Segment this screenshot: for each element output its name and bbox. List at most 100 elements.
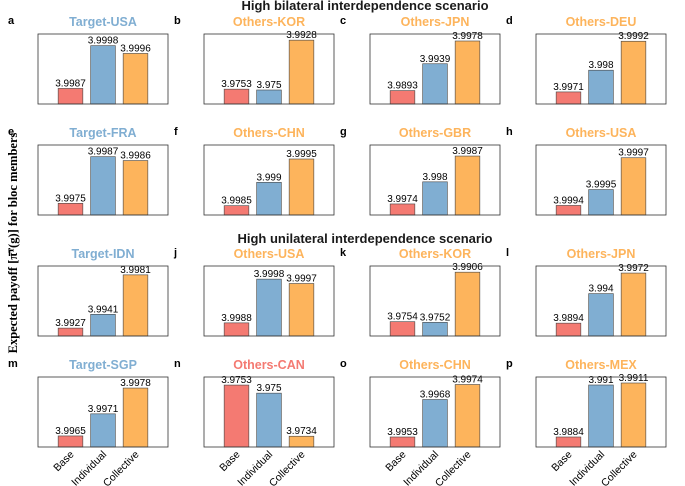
panel-title: Others-MEX: [565, 358, 637, 372]
panel-b: b Others-KOR 3.9753 3.975 3.9928: [174, 15, 335, 105]
panel-letter: k: [340, 247, 347, 259]
panel-title: Target-USA: [69, 15, 137, 29]
bar-base: [223, 205, 250, 216]
bar-collective: [454, 271, 481, 337]
bar-individual: [90, 156, 116, 216]
bar-value-label: 3.9974: [387, 194, 418, 205]
bar-collective: [454, 155, 481, 216]
bar-value-label: 3.9971: [553, 82, 584, 93]
bar-individual: [422, 181, 448, 216]
panel-letter: l: [506, 247, 509, 259]
panel-axes-frame: [37, 33, 169, 105]
scenario-title-bilateral: High bilateral interdependence scenario: [241, 0, 488, 13]
bar-value-label: 3.9975: [55, 193, 86, 204]
bar-collective: [620, 382, 647, 448]
bar-value-label: 3.9986: [120, 151, 151, 162]
bar-value-label: 3.9987: [88, 147, 119, 158]
bar-value-label: 3.9972: [618, 263, 649, 274]
bar-value-label: 3.9906: [452, 262, 483, 273]
bar-collective: [122, 274, 149, 337]
bar-base: [223, 384, 250, 448]
bar-individual: [588, 189, 614, 216]
bar-value-label: 3.9734: [286, 426, 317, 437]
bar-value-label: 3.991: [588, 375, 613, 386]
panel-letter: d: [506, 15, 513, 27]
panel-g: g Others-GBR 3.9974 3.998 3.9987: [340, 126, 501, 216]
panel-letter: i: [8, 247, 11, 259]
bar-collective: [620, 157, 647, 216]
bar-individual: [256, 182, 282, 216]
bar-value-label: 3.9968: [420, 390, 451, 401]
bar-value-label: 3.998: [588, 60, 613, 71]
bar-collective: [122, 53, 149, 105]
bar-individual: [90, 314, 116, 337]
bar-individual: [422, 322, 448, 337]
bar-value-label: 3.998: [422, 172, 447, 183]
panel-letter: p: [506, 358, 513, 370]
bar-value-label: 3.999: [256, 172, 281, 183]
panel-letter: g: [340, 126, 347, 138]
x-tick-label: Base: [549, 449, 575, 475]
x-tick-label: Collective: [433, 449, 474, 486]
bar-value-label: 3.9928: [286, 30, 317, 41]
bar-value-label: 3.9911: [619, 373, 649, 384]
bar-collective: [288, 435, 315, 448]
bar-value-label: 3.975: [256, 383, 281, 394]
panel-l: l Others-JPN 3.9894 3.994 3.9972: [506, 247, 667, 337]
panel-letter: e: [8, 126, 14, 138]
panel-axes-frame: [203, 376, 335, 448]
bar-value-label: 3.9965: [55, 426, 86, 437]
bar-value-label: 3.9981: [120, 265, 151, 276]
x-tick-label: Base: [217, 449, 243, 475]
panel-j: j Others-USA 3.9988 3.9998 3.9997: [173, 247, 335, 337]
bar-base: [57, 327, 84, 337]
bar-value-label: 3.975: [256, 80, 281, 91]
panel-axes-frame: [369, 265, 501, 337]
bar-value-label: 3.9939: [420, 54, 451, 65]
panel-axes-frame: [37, 144, 169, 216]
panel-title: Others-CAN: [233, 358, 305, 372]
bar-base: [389, 203, 416, 216]
bar-base: [555, 91, 582, 105]
panel-e: e Target-FRA 3.9975 3.9987 3.9986: [8, 126, 169, 216]
bar-value-label: 3.9998: [88, 36, 119, 47]
bar-value-label: 3.9754: [387, 312, 418, 323]
bar-value-label: 3.9753: [221, 79, 252, 90]
bar-base: [57, 435, 84, 448]
panel-m: m Target-SGP3.99653.99713.9978BaseIndivid…: [8, 358, 169, 486]
panel-c: c Others-JPN 3.9893 3.9939 3.9978: [340, 15, 501, 105]
panel-k: k Others-KOR 3.9754 3.9752 3.9906: [340, 247, 501, 337]
bar-base: [389, 90, 416, 105]
bar-value-label: 3.9753: [221, 375, 252, 386]
bar-value-label: 3.9987: [452, 146, 483, 157]
bar-value-label: 3.9995: [286, 149, 317, 160]
bar-value-label: 3.9997: [286, 274, 317, 285]
x-tick-label: Collective: [101, 449, 142, 486]
bar-collective: [122, 160, 149, 216]
bar-base: [57, 203, 84, 216]
panel-title: Others-USA: [234, 247, 305, 261]
bar-individual: [588, 293, 614, 337]
panel-title: Others-KOR: [233, 15, 305, 29]
panel-o: o Others-CHN3.99533.99683.9974BaseIndivid…: [340, 358, 501, 486]
bar-individual: [588, 384, 614, 448]
bar-collective: [288, 39, 315, 105]
x-tick-label: Collective: [599, 449, 640, 486]
panel-axes-frame: [369, 376, 501, 448]
panel-title: Others-GBR: [399, 126, 471, 140]
bar-base: [555, 322, 582, 337]
bar-value-label: 3.9953: [387, 427, 418, 438]
bar-individual: [422, 399, 448, 448]
bar-value-label: 3.9992: [618, 31, 649, 42]
panel-letter: n: [174, 358, 181, 370]
bar-value-label: 3.9752: [420, 312, 451, 323]
panel-title: Target-FRA: [69, 126, 136, 140]
bar-value-label: 3.994: [588, 284, 613, 295]
bar-value-label: 3.9978: [120, 378, 151, 389]
panel-letter: b: [174, 15, 181, 27]
